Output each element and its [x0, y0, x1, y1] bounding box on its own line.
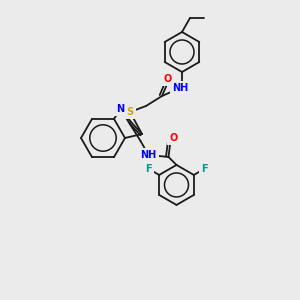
Text: O: O	[164, 74, 172, 84]
Text: S: S	[126, 107, 134, 117]
Text: O: O	[169, 133, 178, 143]
Text: F: F	[146, 164, 152, 174]
Text: NH: NH	[140, 150, 157, 160]
Text: N: N	[116, 104, 124, 114]
Text: F: F	[201, 164, 208, 174]
Text: NH: NH	[172, 83, 188, 93]
